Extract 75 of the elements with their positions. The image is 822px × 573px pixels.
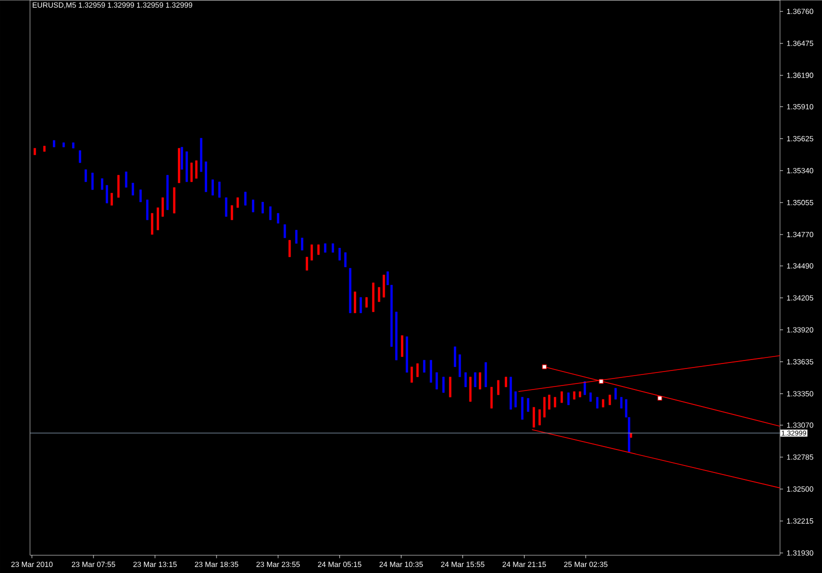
candlestick: [365, 296, 368, 308]
candlestick: [110, 192, 113, 206]
candlestick: [596, 396, 598, 409]
candlestick: [150, 212, 154, 235]
candlestick: [410, 366, 413, 383]
candlestick: [548, 394, 550, 410]
candlestick: [236, 197, 239, 208]
candlestick: [276, 212, 280, 224]
candlestick: [244, 192, 247, 206]
candlestick: [449, 376, 452, 398]
candlestick: [317, 244, 320, 255]
candlestick: [306, 256, 308, 271]
candlestick: [478, 372, 482, 390]
candlestick: [284, 224, 286, 238]
candlestick: [608, 394, 611, 406]
candlestick: [212, 179, 214, 196]
candlestick: [288, 240, 291, 258]
candlestick: [497, 380, 500, 396]
candlestick: [78, 150, 82, 163]
candlestick: [382, 274, 385, 298]
point: [542, 364, 547, 370]
candlestick: [162, 197, 164, 217]
candlestick: [310, 244, 313, 261]
candlestick: [560, 391, 563, 403]
candlestick: [423, 360, 426, 373]
candlestick: [106, 184, 108, 204]
candlestick: [526, 398, 530, 412]
candlestick: [400, 335, 404, 357]
candlestick: [180, 146, 184, 170]
candlestick: [344, 252, 347, 268]
candlestick: [84, 169, 87, 182]
candlestick: [378, 286, 380, 302]
candlestick: [490, 386, 493, 409]
candlestick: [360, 296, 362, 314]
candlestick: [584, 381, 586, 396]
candlestick: [442, 376, 445, 393]
candlestick: [195, 160, 198, 179]
candlestick: [225, 197, 228, 217]
candlestick: [458, 354, 461, 378]
candlestick: [620, 396, 622, 409]
point: [658, 396, 662, 400]
candlestick: [300, 238, 304, 250]
candlestick: [252, 199, 254, 212]
candlestick: [554, 396, 556, 408]
candlestick: [218, 181, 221, 198]
candlestick: [454, 346, 456, 368]
candlestick: [117, 174, 120, 198]
candlestick: [474, 372, 476, 388]
candlestick: [614, 388, 617, 400]
candlestick: [538, 409, 541, 426]
point: [598, 379, 604, 384]
candlestick: [269, 206, 272, 220]
candlestick: [125, 171, 128, 188]
candlestick: [338, 248, 341, 261]
candlestick: [464, 372, 467, 388]
candlestick: [190, 162, 193, 182]
candlestick: [514, 391, 517, 408]
candlestick: [567, 392, 570, 406]
candlestick: [100, 178, 104, 190]
candlestick: [91, 172, 94, 190]
candlestick: [295, 230, 298, 244]
candlestick: [156, 207, 160, 230]
candlestick: [521, 396, 524, 420]
candlestick: [354, 291, 356, 314]
candlestick: [146, 199, 148, 220]
candlestick: [543, 396, 546, 418]
candlestick: [430, 360, 432, 383]
candlestick: [504, 376, 508, 388]
candlestick: [416, 363, 419, 378]
candlestick: [230, 204, 234, 220]
candlestick: [139, 189, 142, 202]
candlestick: [532, 406, 535, 428]
candlestick: [436, 372, 438, 390]
candlestick: [262, 202, 264, 214]
candlestick: [132, 182, 134, 196]
